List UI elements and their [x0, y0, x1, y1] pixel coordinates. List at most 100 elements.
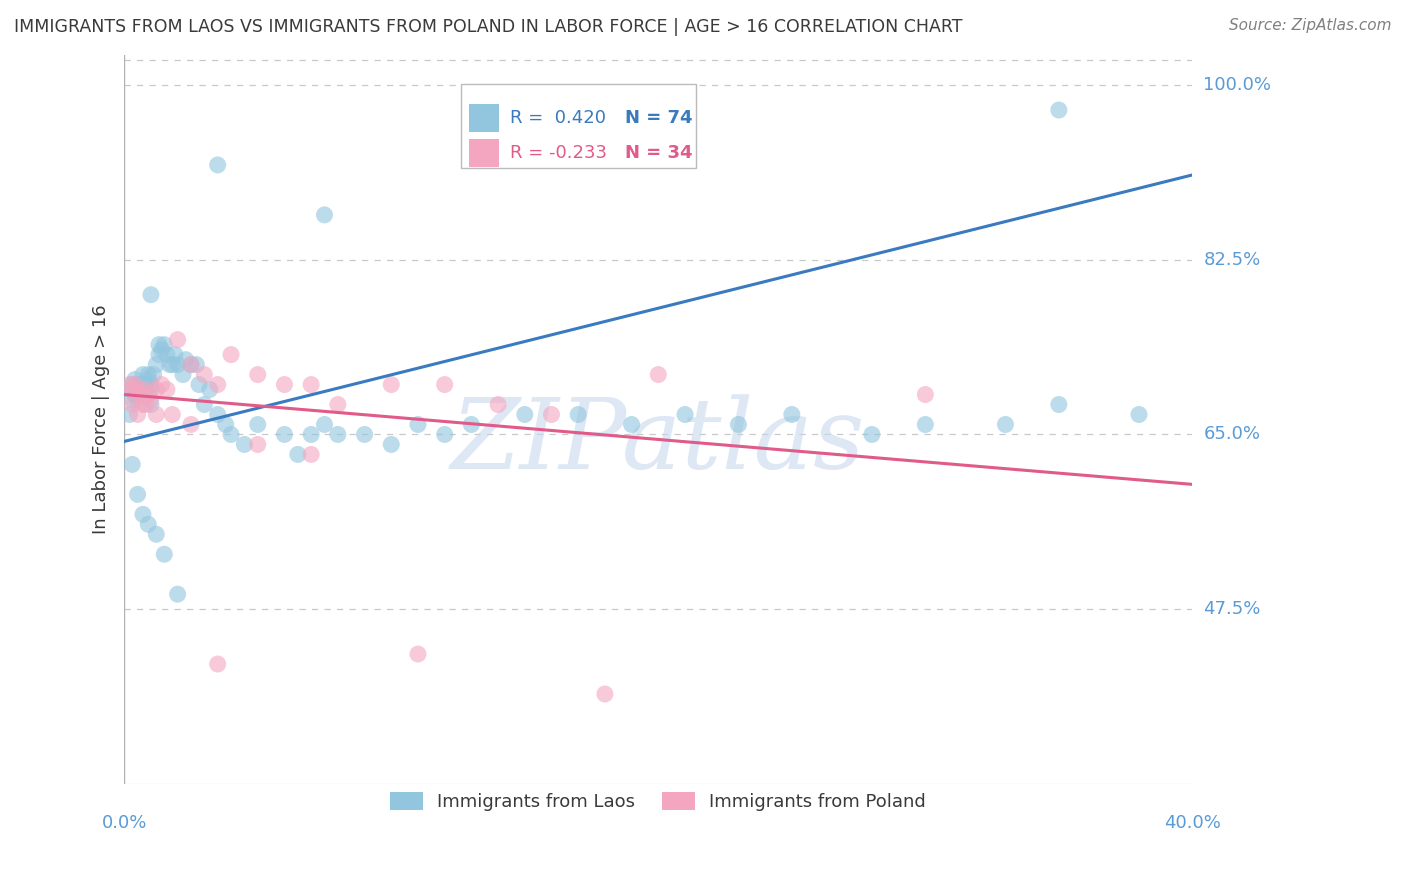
- Y-axis label: In Labor Force | Age > 16: In Labor Force | Age > 16: [93, 305, 110, 534]
- FancyBboxPatch shape: [470, 104, 499, 132]
- Point: [136, 387, 159, 401]
- Point: [127, 392, 149, 407]
- Point: [406, 647, 429, 661]
- Point: [139, 383, 162, 397]
- Point: [135, 383, 157, 397]
- Point: [299, 427, 322, 442]
- Point: [150, 343, 173, 357]
- Point: [219, 427, 242, 442]
- Point: [121, 458, 143, 472]
- Point: [162, 358, 184, 372]
- Point: [156, 383, 179, 397]
- Point: [246, 437, 269, 451]
- Point: [121, 397, 143, 411]
- Point: [166, 587, 188, 601]
- Legend: Immigrants from Laos, Immigrants from Poland: Immigrants from Laos, Immigrants from Po…: [384, 785, 934, 819]
- Point: [486, 397, 509, 411]
- Point: [148, 348, 170, 362]
- Point: [150, 377, 173, 392]
- Point: [193, 397, 215, 411]
- Text: 40.0%: 40.0%: [1164, 814, 1220, 832]
- Point: [132, 397, 155, 411]
- Point: [166, 333, 188, 347]
- Point: [127, 383, 149, 397]
- Point: [159, 358, 181, 372]
- Point: [513, 408, 536, 422]
- Point: [380, 437, 402, 451]
- Point: [233, 437, 256, 451]
- Text: N = 74: N = 74: [626, 109, 693, 127]
- Point: [136, 368, 159, 382]
- Point: [1047, 397, 1070, 411]
- Point: [121, 383, 143, 397]
- Point: [727, 417, 749, 432]
- Text: N = 34: N = 34: [626, 144, 693, 162]
- Point: [620, 417, 643, 432]
- Point: [180, 417, 202, 432]
- Point: [406, 417, 429, 432]
- Text: 100.0%: 100.0%: [1204, 76, 1271, 94]
- Point: [860, 427, 883, 442]
- Point: [914, 417, 936, 432]
- Point: [127, 383, 149, 397]
- Point: [273, 377, 295, 392]
- Point: [673, 408, 696, 422]
- Point: [132, 368, 155, 382]
- Point: [914, 387, 936, 401]
- Point: [148, 337, 170, 351]
- Point: [118, 383, 141, 397]
- Point: [433, 427, 456, 442]
- Point: [145, 383, 167, 397]
- Point: [314, 208, 336, 222]
- Point: [1047, 103, 1070, 117]
- Point: [1128, 408, 1150, 422]
- Point: [567, 408, 589, 422]
- Text: 65.0%: 65.0%: [1204, 425, 1261, 443]
- Point: [647, 368, 669, 382]
- Point: [135, 383, 157, 397]
- Point: [124, 387, 146, 401]
- Point: [139, 392, 162, 407]
- Point: [433, 377, 456, 392]
- Point: [129, 377, 152, 392]
- Point: [207, 158, 229, 172]
- Point: [198, 383, 221, 397]
- Point: [124, 377, 146, 392]
- Point: [207, 657, 229, 671]
- Point: [127, 387, 149, 401]
- Text: 0.0%: 0.0%: [101, 814, 146, 832]
- Point: [246, 417, 269, 432]
- Point: [246, 368, 269, 382]
- Point: [326, 427, 349, 442]
- Point: [118, 408, 141, 422]
- Point: [127, 408, 149, 422]
- Point: [132, 508, 155, 522]
- Point: [135, 387, 157, 401]
- Point: [273, 427, 295, 442]
- Point: [193, 368, 215, 382]
- Point: [380, 377, 402, 392]
- Point: [207, 408, 229, 422]
- Point: [145, 408, 167, 422]
- Text: ZIPatlas: ZIPatlas: [451, 393, 866, 489]
- FancyBboxPatch shape: [470, 139, 499, 167]
- Point: [780, 408, 803, 422]
- Text: R = -0.233: R = -0.233: [510, 144, 607, 162]
- Point: [314, 417, 336, 432]
- Point: [153, 547, 176, 561]
- Point: [132, 377, 155, 392]
- Point: [136, 373, 159, 387]
- Point: [135, 397, 157, 411]
- Point: [142, 368, 165, 382]
- Point: [124, 383, 146, 397]
- Point: [540, 408, 562, 422]
- Point: [287, 447, 309, 461]
- Point: [326, 397, 349, 411]
- Point: [121, 377, 143, 392]
- FancyBboxPatch shape: [461, 84, 696, 168]
- Point: [118, 377, 141, 392]
- Point: [180, 358, 202, 372]
- Point: [127, 487, 149, 501]
- Text: IMMIGRANTS FROM LAOS VS IMMIGRANTS FROM POLAND IN LABOR FORCE | AGE > 16 CORRELA: IMMIGRANTS FROM LAOS VS IMMIGRANTS FROM …: [14, 18, 963, 36]
- Point: [139, 377, 162, 392]
